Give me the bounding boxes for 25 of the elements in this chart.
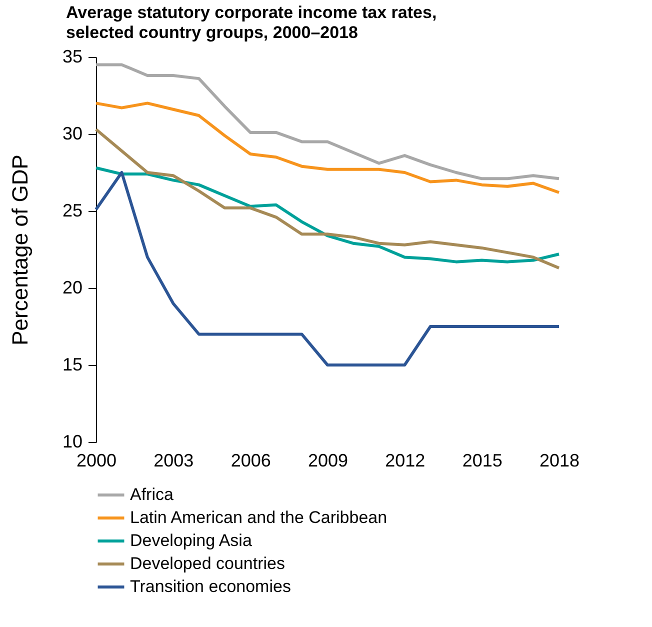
x-tick-label: 2015 — [462, 450, 502, 470]
line-series — [94, 128, 560, 270]
x-tick-label: 2006 — [230, 450, 271, 470]
legend-label: Transition economies — [130, 577, 291, 596]
line-series — [94, 171, 560, 366]
chart-title: Average statutory corporate income tax rates, selected country groups, 2000–2018 — [66, 3, 437, 42]
legend-label: Developed countries — [130, 554, 285, 573]
y-tick-label: 20 — [62, 278, 82, 298]
y-tick-label: 35 — [62, 46, 82, 66]
legend-label: Latin American and the Caribbean — [130, 508, 388, 527]
x-tick-label: 2000 — [76, 450, 117, 470]
y-axis-title: Percentage of GDP — [7, 154, 32, 346]
legend-label: Africa — [130, 485, 174, 504]
line-series — [94, 166, 560, 264]
y-tick-label: 30 — [62, 124, 82, 144]
x-tick-label: 2012 — [385, 450, 426, 470]
x-tick-label: 2009 — [308, 450, 348, 470]
y-tick-label: 25 — [62, 200, 82, 220]
y-tick-label: 10 — [62, 432, 82, 452]
x-tick-label: 2018 — [539, 450, 580, 470]
line-series — [94, 102, 560, 194]
y-tick-label: 15 — [62, 354, 82, 374]
x-tick-label: 2003 — [154, 450, 194, 470]
line-series — [94, 63, 560, 180]
legend-label: Developing Asia — [130, 531, 252, 550]
